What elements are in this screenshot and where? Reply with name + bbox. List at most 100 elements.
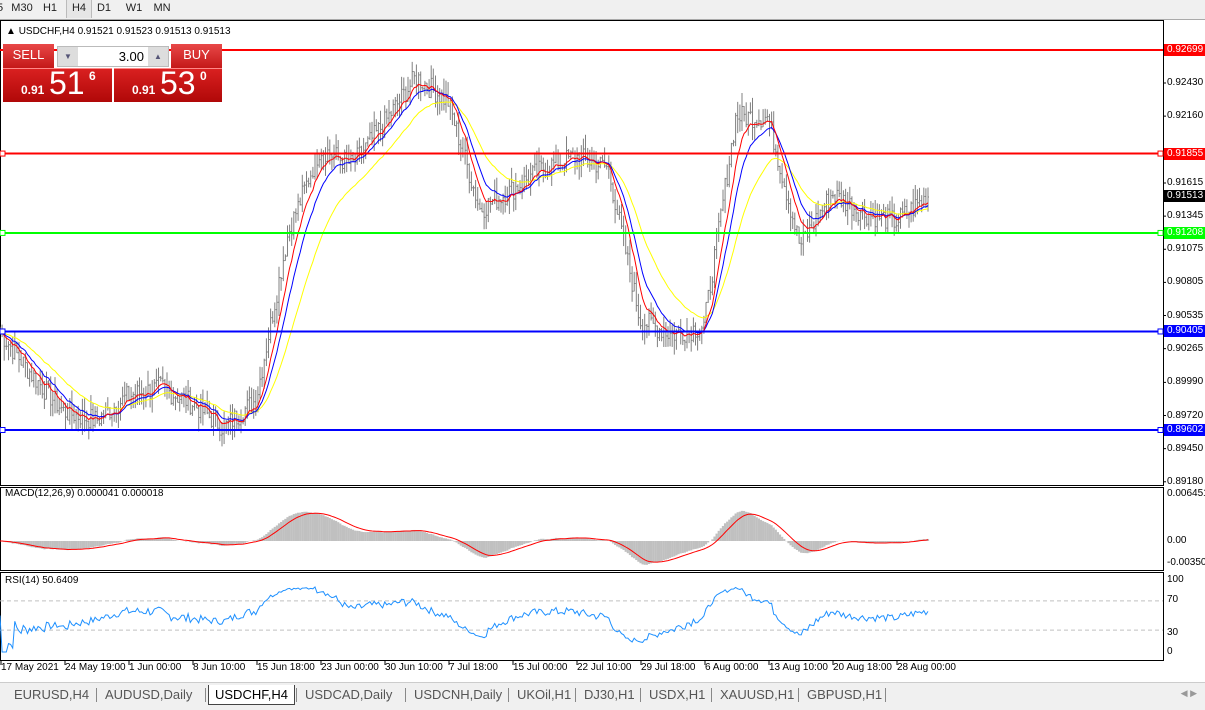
tab-separator bbox=[575, 688, 576, 702]
timeframe-H1[interactable]: H1 bbox=[42, 2, 58, 14]
chart-tab[interactable]: DJ30,H1 bbox=[584, 687, 635, 702]
price-bar bbox=[500, 199, 502, 213]
time-axis-label: 23 Jun 00:00 bbox=[321, 662, 379, 673]
price-bar bbox=[726, 164, 729, 187]
chart-tab[interactable]: EURUSD,H4 bbox=[14, 687, 90, 702]
price-bar bbox=[738, 104, 741, 132]
timeframe-M30[interactable]: M30 bbox=[11, 2, 33, 14]
price-bar bbox=[26, 362, 29, 379]
price-axis-label: 0.90265 bbox=[1167, 342, 1204, 354]
price-bar bbox=[265, 338, 268, 367]
price-bar bbox=[736, 101, 739, 134]
timeframe-MN[interactable]: MN bbox=[153, 2, 171, 14]
price-bar bbox=[476, 187, 479, 211]
level-handle[interactable] bbox=[0, 150, 6, 157]
lot-decrease-button[interactable]: ▼ bbox=[58, 47, 78, 66]
macd-indicator-label: MACD(12,26,9) 0.000041 0.000018 bbox=[5, 488, 164, 499]
price-bar bbox=[601, 155, 604, 162]
lot-input[interactable]: 3.00 bbox=[118, 49, 144, 64]
price-bar bbox=[201, 389, 204, 426]
time-axis-label: 20 Aug 18:00 bbox=[833, 662, 892, 673]
level-handle[interactable] bbox=[0, 328, 6, 335]
price-bar bbox=[865, 215, 868, 227]
chart-tab[interactable]: USDCAD,Daily bbox=[305, 687, 393, 702]
level-handle[interactable] bbox=[1157, 328, 1164, 335]
price-bar bbox=[18, 341, 20, 373]
level-handle[interactable] bbox=[1157, 150, 1164, 157]
price-bar bbox=[309, 170, 312, 188]
price-bar bbox=[897, 213, 900, 234]
price-bar bbox=[711, 276, 714, 296]
current-price-tag: 0.91513 bbox=[1164, 189, 1205, 202]
lot-size-stepper[interactable]: ▼ 3.00 ▲ bbox=[57, 46, 169, 67]
price-axis-label: 0.89720 bbox=[1167, 409, 1204, 421]
timeframe-H4[interactable]: H4 bbox=[66, 0, 92, 18]
price-bar bbox=[918, 187, 921, 207]
price-axis-label: 0.89180 bbox=[1167, 475, 1204, 487]
price-bar bbox=[789, 198, 792, 232]
level-handle[interactable] bbox=[1157, 229, 1164, 236]
chart-tab[interactable]: USDCNH,Daily bbox=[414, 687, 503, 702]
price-bar bbox=[654, 311, 657, 337]
price-bar bbox=[127, 385, 130, 402]
price-bar bbox=[335, 134, 338, 160]
price-bar bbox=[692, 317, 695, 343]
price-bar bbox=[140, 380, 143, 405]
chart-tab[interactable]: USDCHF,H4 bbox=[208, 685, 295, 705]
price-bar bbox=[749, 102, 752, 115]
price-bar bbox=[237, 415, 240, 430]
price-bar bbox=[280, 277, 283, 291]
chart-tab[interactable]: XAUUSD,H1 bbox=[720, 687, 795, 702]
chart-tab[interactable]: GBPUSD,H1 bbox=[807, 687, 883, 702]
buy-price-button[interactable]: 0.91 53 0 bbox=[114, 65, 222, 102]
buy-button[interactable]: BUY bbox=[171, 44, 222, 68]
price-chart[interactable] bbox=[0, 20, 1205, 682]
price-bar bbox=[768, 113, 771, 137]
price-bar bbox=[379, 110, 382, 142]
price-bar bbox=[459, 139, 462, 162]
chart-tab[interactable]: AUDUSD,Daily bbox=[105, 687, 193, 702]
price-axis-label: 0.89450 bbox=[1167, 442, 1204, 454]
price-bar bbox=[68, 398, 71, 425]
price-bar bbox=[722, 189, 724, 212]
price-bar bbox=[305, 171, 308, 194]
chart-tab[interactable]: USDX,H1 bbox=[649, 687, 706, 702]
price-bar bbox=[292, 211, 295, 240]
timeframe-D1[interactable]: D1 bbox=[96, 2, 112, 14]
time-axis-label: 24 May 19:00 bbox=[65, 662, 126, 673]
lot-increase-button[interactable]: ▲ bbox=[148, 47, 168, 66]
price-bar bbox=[514, 172, 517, 211]
sell-button[interactable]: SELL bbox=[3, 44, 54, 68]
price-bar bbox=[626, 246, 629, 266]
price-bar bbox=[98, 416, 101, 427]
price-bar bbox=[590, 146, 593, 170]
price-bar bbox=[607, 155, 610, 179]
price-bar bbox=[540, 155, 543, 171]
price-bar bbox=[301, 174, 304, 213]
macd-pane[interactable] bbox=[0, 487, 1164, 571]
price-bar bbox=[605, 164, 608, 170]
price-bar bbox=[375, 119, 378, 132]
price-bar bbox=[531, 164, 534, 180]
chart-tab[interactable]: UKOil,H1 bbox=[517, 687, 572, 702]
price-bar bbox=[633, 271, 636, 292]
price-bar bbox=[751, 97, 754, 141]
price-bar bbox=[123, 381, 126, 404]
price-bar bbox=[920, 195, 923, 213]
level-handle[interactable] bbox=[0, 427, 6, 433]
buy-price-prefix: 0.91 bbox=[132, 83, 156, 97]
price-bar bbox=[155, 368, 158, 388]
price-bar bbox=[269, 308, 272, 344]
tab-scroll-arrows[interactable]: ◀ ▶ bbox=[1180, 688, 1197, 698]
price-bar bbox=[779, 165, 781, 184]
rsi-pane[interactable] bbox=[0, 572, 1164, 661]
price-bar bbox=[724, 177, 727, 214]
timeframe-5[interactable]: 5 bbox=[0, 0, 6, 18]
price-bar bbox=[419, 71, 422, 102]
sell-price-button[interactable]: 0.91 51 6 bbox=[3, 65, 112, 102]
timeframe-W1[interactable]: W1 bbox=[125, 2, 143, 14]
level-handle[interactable] bbox=[1157, 427, 1164, 433]
price-bar bbox=[121, 386, 124, 406]
level-handle[interactable] bbox=[0, 229, 6, 236]
price-bar bbox=[221, 422, 223, 447]
